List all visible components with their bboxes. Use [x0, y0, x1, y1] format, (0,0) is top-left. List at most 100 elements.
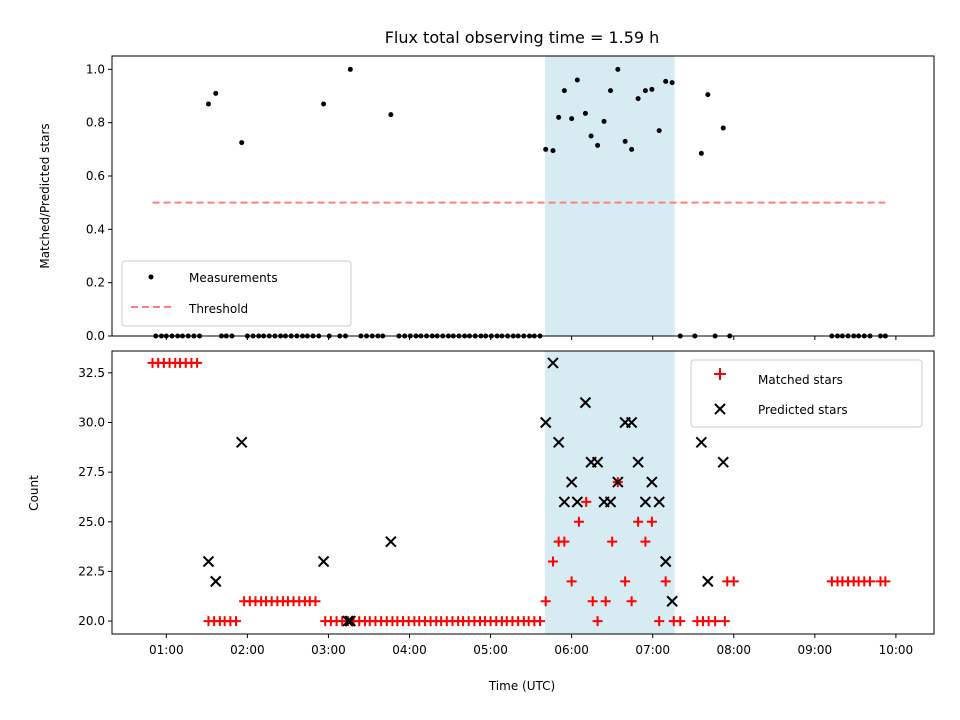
- bottom-x-tick-label: 09:00: [798, 643, 833, 657]
- top-axes-frame: [111, 55, 935, 337]
- legend-measurements: Measurements: [189, 271, 278, 285]
- measurement-point: [556, 114, 562, 120]
- predicted-stars-point: [552, 436, 565, 449]
- measurement-point: [601, 118, 607, 124]
- measurement-point: [588, 133, 594, 139]
- predicted-stars-point: [344, 615, 357, 627]
- measurement-point: [543, 146, 549, 152]
- chart-title: Flux total observing time = 1.59 h: [385, 28, 660, 47]
- predicted-stars-point: [604, 496, 617, 508]
- top-y-tick-label: 0.2: [86, 276, 105, 290]
- legend-predicted-stars: Predicted stars: [758, 403, 848, 417]
- matched-stars-point: [607, 536, 618, 547]
- matched-stars-point: [654, 616, 665, 627]
- measurement-point: [642, 88, 648, 94]
- measurement-point: [550, 148, 556, 154]
- top-panel: 0.0 0.2 0.4 0.6 0.8 1.0 Matched/Predicted sta…: [38, 55, 935, 343]
- legend-threshold: Threshold: [188, 302, 248, 316]
- predicted-stars-point: [579, 396, 592, 409]
- legend-dot-marker: [148, 274, 154, 280]
- predicted-stars-point: [210, 575, 222, 588]
- measurement-point: [239, 140, 245, 146]
- predicted-stars-point: [612, 476, 624, 488]
- matched-stars-point: [626, 596, 637, 607]
- predicted-stars-point: [666, 595, 678, 607]
- matched-stars-point: [559, 536, 570, 547]
- matched-stars-point: [880, 576, 891, 587]
- matched-stars-point: [728, 576, 739, 587]
- measurement-point: [622, 138, 628, 144]
- bottom-legend: Matched stars Predicted stars: [690, 359, 923, 428]
- matched-stars-point: [620, 576, 631, 587]
- matched-stars-point: [864, 576, 875, 587]
- predicted-stars-point: [202, 555, 215, 568]
- predicted-stars-point: [317, 555, 330, 568]
- matched-stars-point: [646, 516, 657, 527]
- matched-stars-point: [231, 616, 242, 627]
- measurement-point: [561, 88, 567, 94]
- top-y-tick-label: 1.0: [86, 62, 105, 76]
- bottom-x-tick-label: 10:00: [879, 643, 914, 657]
- bottom-y-tick-label: 22.5: [78, 564, 105, 578]
- bottom-x-tick-label: 04:00: [392, 643, 427, 657]
- measurement-point: [705, 92, 711, 98]
- bottom-x-tick-label: 05:00: [473, 643, 508, 657]
- measurement-point: [574, 77, 580, 83]
- predicted-stars-point: [632, 456, 644, 468]
- predicted-stars-point: [547, 357, 559, 369]
- predicted-stars-point: [591, 456, 604, 468]
- measurement-point: [347, 66, 353, 72]
- measurement-point: [582, 110, 588, 116]
- matched-stars-point: [719, 616, 730, 627]
- predicted-stars-point: [539, 416, 552, 429]
- bottom-y-tick-label: 27.5: [78, 465, 105, 479]
- bottom-x-tick-label: 02:00: [230, 643, 265, 657]
- measurement-point: [388, 112, 394, 118]
- measurement-point: [595, 142, 601, 148]
- legend-matched-stars: Matched stars: [758, 373, 843, 387]
- matched-stars-point: [600, 596, 611, 607]
- bottom-axes-frame: [111, 350, 935, 635]
- top-legend: Measurements Threshold: [121, 260, 352, 327]
- bottom-y-tick-label: 30.0: [78, 415, 105, 429]
- bottom-y-tick-label: 25.0: [78, 515, 105, 529]
- top-y-tick-label: 0.4: [86, 222, 105, 236]
- measurement-point: [649, 86, 655, 92]
- top-y-tick-label: 0.0: [86, 329, 105, 343]
- matched-stars-point: [675, 616, 686, 627]
- matched-stars-point: [587, 596, 598, 607]
- bottom-y-tick-label: 32.5: [78, 366, 105, 380]
- measurement-point: [629, 146, 635, 152]
- measurement-point: [213, 90, 219, 96]
- bottom-y-axis-label: Count: [27, 475, 41, 511]
- measurement-point: [205, 101, 211, 107]
- predicted-stars-point: [235, 436, 248, 449]
- matched-stars-point: [660, 576, 671, 587]
- measurement-point: [321, 101, 327, 107]
- predicted-stars-point: [717, 456, 729, 468]
- top-y-tick-label: 0.6: [86, 169, 105, 183]
- measurement-point: [669, 80, 675, 86]
- bottom-x-tick-label: 03:00: [311, 643, 346, 657]
- measurement-point: [720, 125, 726, 131]
- bottom-x-tick-label: 07:00: [635, 643, 670, 657]
- matched-stars-point: [535, 616, 546, 627]
- predicted-stars-point: [625, 416, 638, 429]
- bottom-panel: 20.0 22.5 25.0 27.5 30.0 32.5 01:00 02:00 03:00…: [27, 350, 935, 693]
- matched-stars-point: [547, 556, 558, 567]
- predicted-stars-point: [342, 615, 354, 627]
- measurement-point: [569, 116, 575, 122]
- bottom-y-tick-label: 20.0: [78, 614, 105, 628]
- predicted-stars-point: [558, 496, 571, 508]
- matched-stars-point: [633, 516, 644, 527]
- matched-stars-point: [540, 596, 551, 607]
- bottom-x-tick-label: 01:00: [149, 643, 184, 657]
- measurement-point: [635, 96, 641, 102]
- bottom-x-tick-label: 08:00: [716, 643, 751, 657]
- matched-stars-point: [566, 576, 577, 587]
- predicted-stars-point: [565, 476, 578, 488]
- predicted-stars-point: [659, 555, 672, 568]
- legend-plus-marker: [714, 368, 726, 380]
- top-highlight-span: [544, 56, 675, 336]
